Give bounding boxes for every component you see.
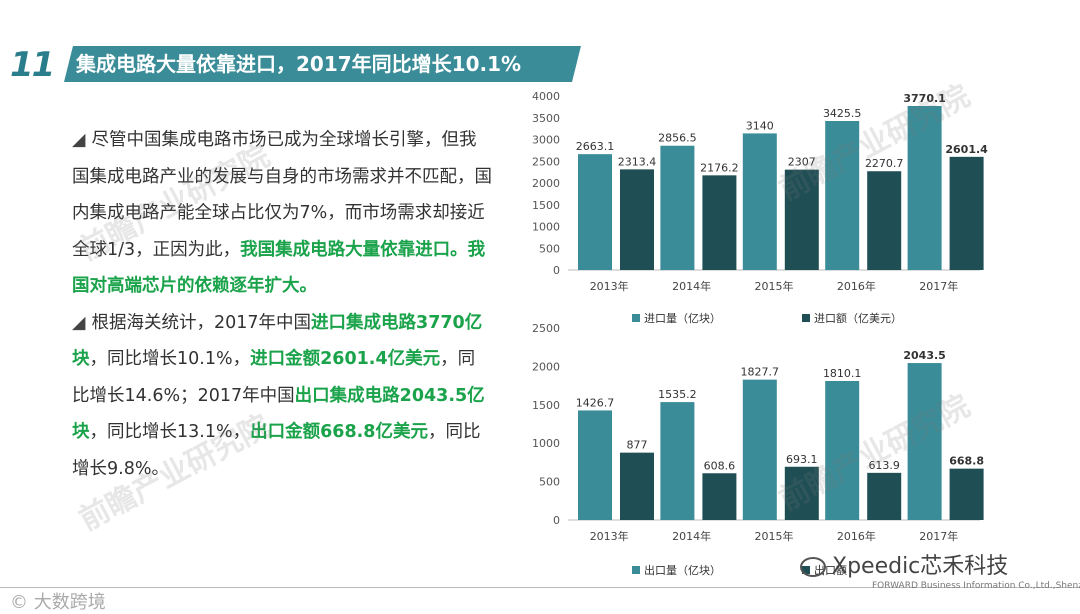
paragraph-2: ◢ 根据海关统计，2017年中国进口集成电路3770亿块，同比增长10.1%，进口… xyxy=(72,305,492,488)
p1-highlight: 我国集成电路大量依靠进口。我国对高端芯片的依赖逐年扩大。 xyxy=(72,239,486,297)
p2-text-e: ，同比增长9.8%。 xyxy=(72,422,481,479)
data-label: 1810.1 xyxy=(823,367,862,380)
legend-swatch xyxy=(802,314,810,322)
data-label: 3770.1 xyxy=(903,92,945,105)
y-tick-label: 1500 xyxy=(532,199,560,212)
data-label: 1535.2 xyxy=(658,388,697,401)
p2-highlight-4: 出口金额668.8亿美元 xyxy=(250,422,428,442)
data-label: 2601.4 xyxy=(945,143,988,156)
x-tick-label: 2017年 xyxy=(919,279,958,293)
body-text: ◢ 尽管中国集成电路市场已成为全球增长引擎，但我国集成电路产业的发展与自身的市场需… xyxy=(72,122,492,487)
y-tick-label: 500 xyxy=(539,476,560,489)
import-chart: 050010001500200025003000350040002663.123… xyxy=(532,90,988,325)
y-tick-label: 2000 xyxy=(532,177,560,190)
p2-text-a: 根据海关统计，2017年中国 xyxy=(91,312,312,333)
x-tick-label: 2013年 xyxy=(590,529,629,543)
y-tick-label: 2000 xyxy=(532,360,560,373)
bar-value xyxy=(784,466,819,520)
x-tick-label: 2014年 xyxy=(672,529,711,543)
legend-label: 进口量（亿块） xyxy=(644,312,721,325)
x-tick-label: 2016年 xyxy=(837,279,876,293)
bar-volume xyxy=(907,363,942,520)
y-tick-label: 1500 xyxy=(532,399,560,412)
x-tick-label: 2015年 xyxy=(755,279,794,293)
bar-volume xyxy=(907,106,942,271)
legend-label: 出口量（亿块） xyxy=(644,563,721,577)
data-label: 3425.5 xyxy=(823,107,862,120)
bar-volume xyxy=(825,380,860,520)
y-tick-label: 1000 xyxy=(532,221,560,234)
y-tick-label: 0 xyxy=(553,264,560,277)
p2-highlight-2: 进口金额2601.4亿美元 xyxy=(250,349,441,369)
p2-highlight-1: 进口集成电路3770亿块 xyxy=(72,312,483,370)
data-label: 2663.1 xyxy=(576,140,615,153)
bar-value xyxy=(620,452,654,520)
bar-volume xyxy=(578,410,612,520)
brand-mark: Xpeedic芯禾科技 xyxy=(800,548,1008,580)
legend-label: 进口额（亿美元） xyxy=(814,312,902,325)
y-tick-label: 4000 xyxy=(532,90,560,103)
bar-volume xyxy=(742,133,777,270)
bar-volume xyxy=(742,379,777,520)
legend-swatch xyxy=(632,566,640,574)
wechat-icon xyxy=(800,557,826,577)
footer-source: © 大数跨境 xyxy=(10,592,106,613)
bar-value xyxy=(867,472,902,520)
triangle-bullet-icon: ◢ xyxy=(72,130,86,150)
bar-value xyxy=(949,468,984,520)
footer-company: FORWARD Business Information Co.,Ltd.,Sh… xyxy=(872,581,1080,591)
data-label: 2176.2 xyxy=(700,161,739,174)
p1-text: 尽管中国集成电路市场已成为全球增长引擎，但我国集成电路产业的发展与自身的市场需求… xyxy=(72,130,492,260)
data-label: 2307 xyxy=(788,156,816,169)
p2-text-c: ，同比增长14.6%；2017年中国 xyxy=(72,349,476,406)
y-tick-label: 3000 xyxy=(532,134,560,147)
x-tick-label: 2016年 xyxy=(837,529,876,543)
bar-volume xyxy=(825,120,860,270)
data-label: 2270.7 xyxy=(865,157,904,170)
y-tick-label: 2500 xyxy=(532,155,560,168)
y-tick-label: 500 xyxy=(539,242,560,255)
data-label: 877 xyxy=(627,439,648,452)
data-label: 668.8 xyxy=(949,455,984,468)
triangle-bullet-icon: ◢ xyxy=(72,312,86,333)
y-tick-label: 3500 xyxy=(532,112,560,125)
data-label: 613.9 xyxy=(868,459,900,472)
slide-title: 集成电路大量依靠进口，2017年同比增长10.1% xyxy=(76,52,522,76)
bar-value xyxy=(702,473,737,520)
bar-volume xyxy=(660,145,695,270)
paragraph-1: ◢ 尽管中国集成电路市场已成为全球增长引擎，但我国集成电路产业的发展与自身的市场需… xyxy=(72,122,492,305)
y-tick-label: 0 xyxy=(553,514,560,527)
data-label: 2043.5 xyxy=(903,349,945,362)
bar-volume xyxy=(660,402,695,520)
y-tick-label: 1000 xyxy=(532,437,560,450)
bar-value xyxy=(784,169,819,270)
x-tick-label: 2015年 xyxy=(755,529,794,543)
legend-swatch xyxy=(632,314,640,322)
y-tick-label: 2500 xyxy=(532,322,560,335)
footer-divider xyxy=(0,587,1080,588)
bar-value xyxy=(867,171,902,270)
slide-number-box: 11 xyxy=(0,44,64,85)
slide-number: 11 xyxy=(10,45,55,85)
bar-value xyxy=(620,169,654,270)
x-tick-label: 2014年 xyxy=(672,279,711,293)
brand-text: Xpeedic芯禾科技 xyxy=(832,554,1009,579)
bar-value xyxy=(949,156,984,270)
p2-text-d: ，同比增长13.1%， xyxy=(89,422,251,442)
data-label: 3140 xyxy=(746,119,774,132)
export-chart: 0 500 1000 1500 2000 2500 1426.7 877 2013年 1535.2… xyxy=(532,322,984,577)
bar-value xyxy=(702,175,737,270)
p2-text-b: ，同比增长10.1%， xyxy=(89,349,251,369)
data-label: 1426.7 xyxy=(576,396,615,409)
data-label: 1827.7 xyxy=(741,366,780,379)
bar-volume xyxy=(578,154,612,270)
data-label: 608.6 xyxy=(704,459,736,472)
x-tick-label: 2013年 xyxy=(590,279,629,293)
x-tick-label: 2017年 xyxy=(919,529,958,543)
p2-highlight-3: 出口集成电路2043.5亿块 xyxy=(72,385,485,443)
data-label: 693.1 xyxy=(786,453,818,466)
data-label: 2313.4 xyxy=(618,155,657,168)
slide-header: 11 集成电路大量依靠进口，2017年同比增长10.1% xyxy=(0,38,590,84)
data-label: 2856.5 xyxy=(658,132,697,145)
